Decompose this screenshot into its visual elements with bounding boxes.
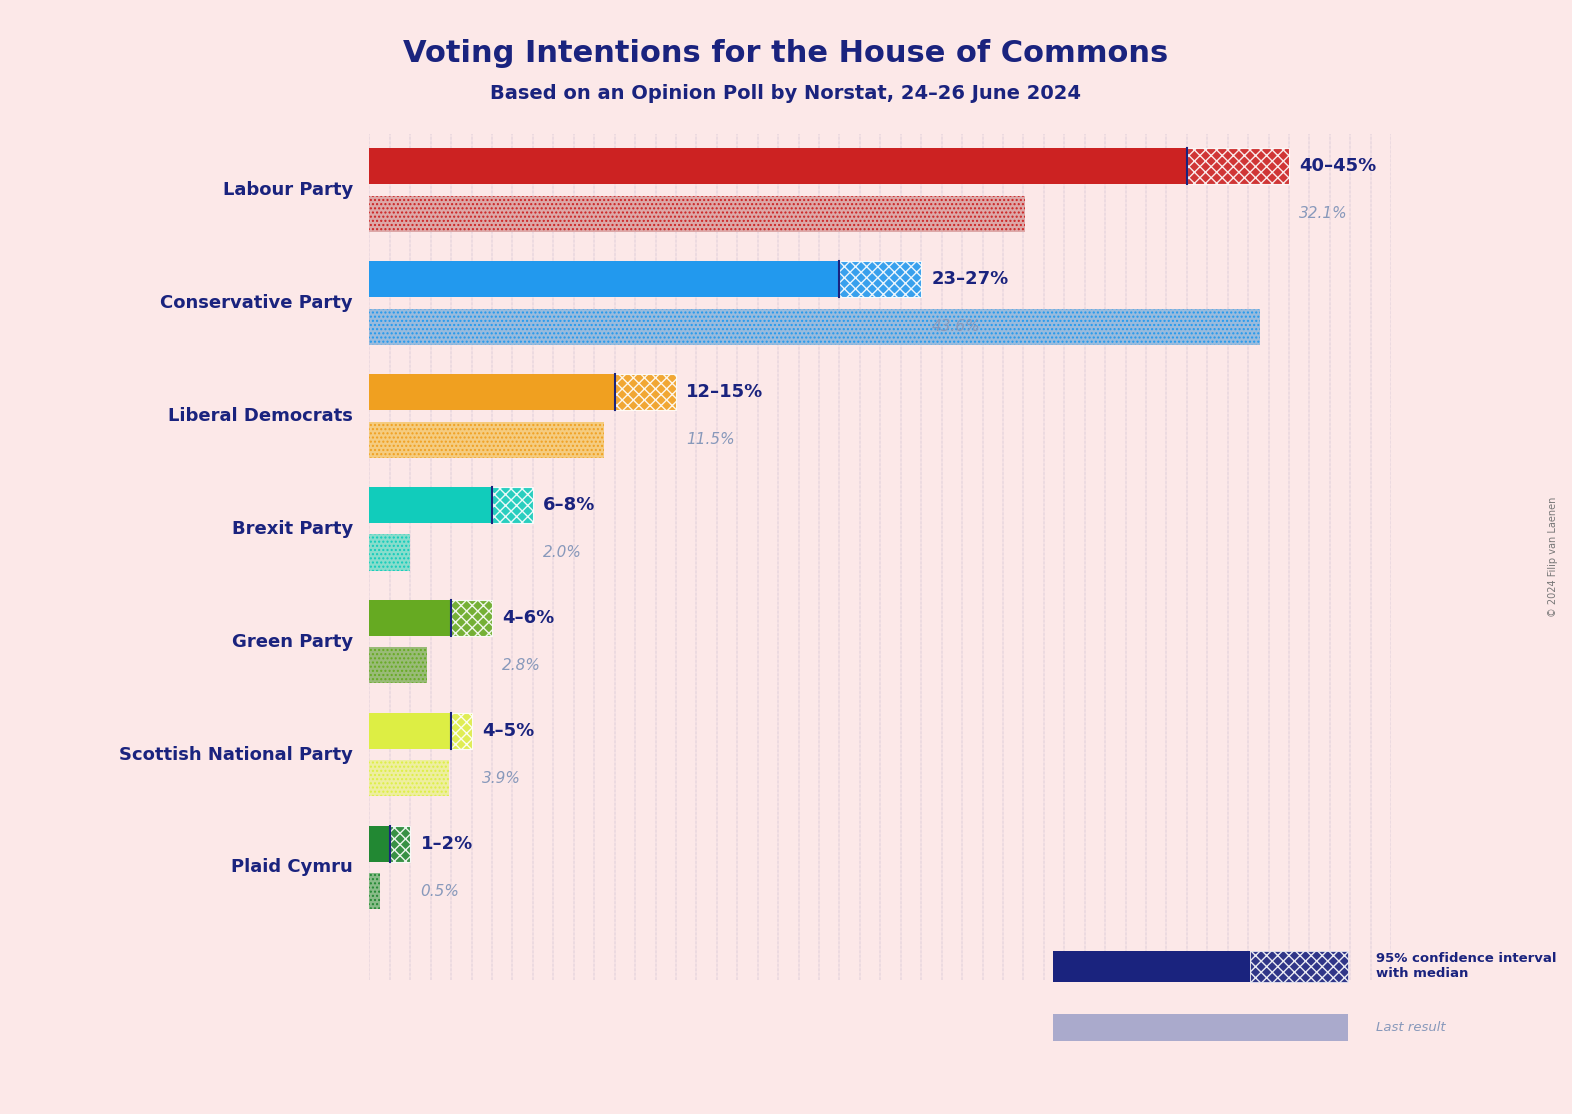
Text: 3.9%: 3.9% — [481, 771, 520, 785]
Text: 32.1%: 32.1% — [1300, 206, 1347, 222]
Text: 11.5%: 11.5% — [687, 432, 734, 447]
Text: 23–27%: 23–27% — [932, 271, 1009, 289]
Bar — [369, 760, 450, 797]
Bar — [369, 262, 839, 297]
Text: Brexit Party: Brexit Party — [231, 520, 354, 538]
Text: Green Party: Green Party — [233, 633, 354, 651]
Bar — [839, 262, 921, 297]
Bar — [369, 374, 615, 410]
Text: 43.6%: 43.6% — [932, 320, 979, 334]
Text: 1–2%: 1–2% — [421, 834, 473, 852]
Text: Voting Intentions for the House of Commons: Voting Intentions for the House of Commo… — [404, 39, 1168, 68]
Bar — [492, 487, 533, 524]
Text: 6–8%: 6–8% — [544, 496, 596, 514]
Text: 4–6%: 4–6% — [503, 609, 555, 627]
Text: 0.5%: 0.5% — [421, 883, 459, 899]
Bar — [369, 196, 1025, 232]
Bar — [369, 421, 604, 458]
Text: 95% confidence interval
with median: 95% confidence interval with median — [1376, 952, 1556, 980]
Bar — [369, 873, 380, 909]
Text: © 2024 Filip van Laenen: © 2024 Filip van Laenen — [1548, 497, 1558, 617]
Text: 2.8%: 2.8% — [503, 658, 541, 673]
Bar — [369, 825, 390, 862]
Bar — [369, 535, 410, 570]
Text: 4–5%: 4–5% — [481, 722, 534, 740]
Text: 12–15%: 12–15% — [687, 383, 764, 401]
Bar — [369, 600, 451, 636]
Bar — [369, 647, 426, 683]
Text: Based on an Opinion Poll by Norstat, 24–26 June 2024: Based on an Opinion Poll by Norstat, 24–… — [490, 84, 1082, 102]
Text: Plaid Cymru: Plaid Cymru — [231, 859, 354, 877]
Bar — [369, 713, 451, 749]
Bar — [369, 647, 426, 683]
Bar — [1250, 951, 1349, 981]
Text: Last result: Last result — [1376, 1022, 1445, 1034]
Text: Conservative Party: Conservative Party — [160, 294, 354, 312]
Bar — [1187, 148, 1289, 185]
Bar — [369, 148, 1187, 185]
Text: Scottish National Party: Scottish National Party — [119, 745, 354, 763]
Bar — [390, 825, 410, 862]
Bar — [451, 600, 492, 636]
Text: 2.0%: 2.0% — [544, 545, 582, 560]
Text: Labour Party: Labour Party — [223, 182, 354, 199]
Bar — [369, 873, 380, 909]
Bar — [369, 535, 410, 570]
Text: Liberal Democrats: Liberal Democrats — [168, 407, 354, 424]
Bar — [451, 713, 472, 749]
Bar — [369, 760, 450, 797]
Bar — [615, 374, 676, 410]
Bar — [1053, 1014, 1349, 1042]
Bar — [369, 421, 604, 458]
Bar — [369, 309, 1261, 344]
Bar — [369, 487, 492, 524]
Bar — [369, 196, 1025, 232]
Bar — [1053, 951, 1250, 981]
Bar — [369, 309, 1261, 344]
Text: 40–45%: 40–45% — [1300, 157, 1377, 175]
